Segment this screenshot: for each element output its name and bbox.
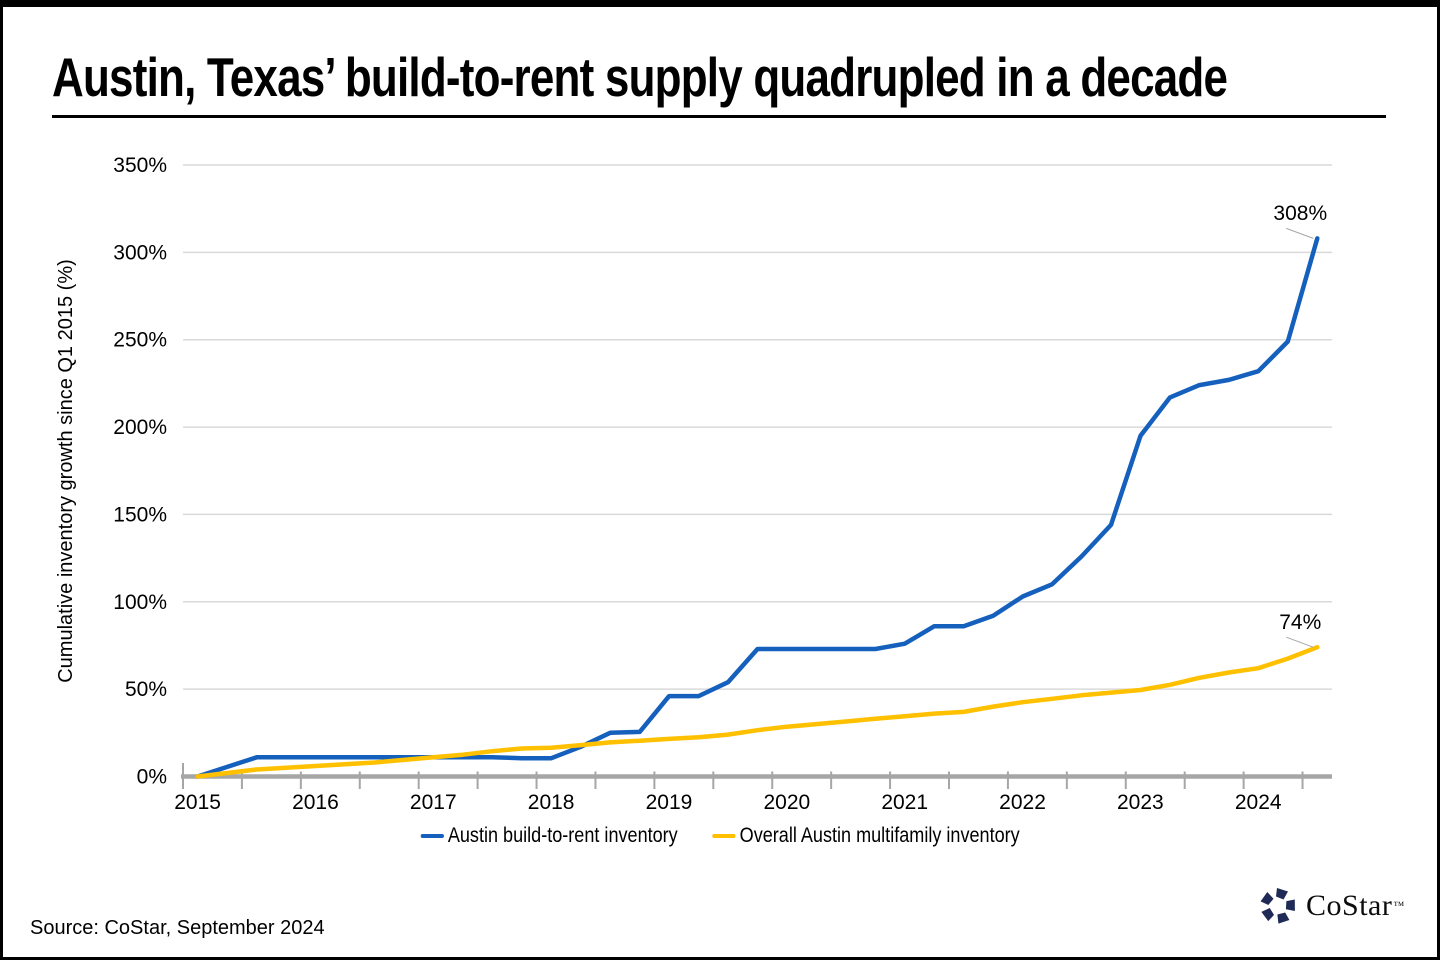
x-tick-label: 2018	[528, 791, 575, 814]
data-label-build-to-rent-end: 308%	[1273, 202, 1328, 226]
x-tick-label: 2021	[881, 791, 928, 814]
legend-line-sample-yellow	[712, 833, 736, 839]
title-underline	[52, 115, 1386, 118]
legend: Austin build-to-rent inventory Overall A…	[101, 824, 1339, 848]
legend-item-multifamily: Overall Austin multifamily inventory	[712, 824, 1020, 848]
y-tick-label: 200%	[113, 416, 167, 439]
x-tick-label: 2016	[292, 791, 339, 814]
y-tick-label: 0%	[137, 766, 167, 789]
x-tick-label: 2015	[174, 791, 221, 814]
y-tick-label: 150%	[113, 503, 167, 526]
x-tick-label: 2020	[763, 791, 810, 814]
y-tick-label: 100%	[113, 591, 167, 614]
costar-logo: CoStar™	[1258, 886, 1404, 926]
data-label-multifamily-end: 74%	[1279, 611, 1322, 635]
end-label-leader-0	[1286, 227, 1314, 239]
y-tick-label: 250%	[113, 329, 167, 352]
legend-label-multifamily: Overall Austin multifamily inventory	[739, 824, 1020, 847]
x-tick-label: 2019	[646, 791, 693, 814]
x-tick-label: 2017	[410, 791, 457, 814]
series-line-0	[195, 236, 1320, 779]
costar-pinwheel-icon	[1260, 888, 1295, 924]
costar-trademark: ™	[1393, 899, 1405, 912]
y-tick-label: 50%	[125, 678, 167, 701]
y-tick-label: 350%	[113, 154, 167, 177]
x-tick-label: 2022	[999, 791, 1046, 814]
legend-line-sample-blue	[420, 833, 444, 839]
source-note: Source: CoStar, September 2024	[30, 917, 325, 939]
x-tick-label: 2024	[1235, 791, 1282, 814]
end-label-leader-1	[1286, 636, 1314, 648]
legend-item-build-to-rent: Austin build-to-rent inventory	[420, 824, 678, 848]
costar-logo-text: CoStar	[1306, 889, 1393, 922]
y-tick-label: 300%	[113, 241, 167, 264]
series-line-1	[195, 644, 1320, 779]
legend-label-build-to-rent: Austin build-to-rent inventory	[447, 824, 678, 847]
chart-title: Austin, Texas’ build-to-rent supply quad…	[52, 46, 1228, 108]
y-axis-title: Cumulative inventory growth since Q1 201…	[55, 259, 77, 683]
x-tick-label: 2023	[1117, 791, 1164, 814]
